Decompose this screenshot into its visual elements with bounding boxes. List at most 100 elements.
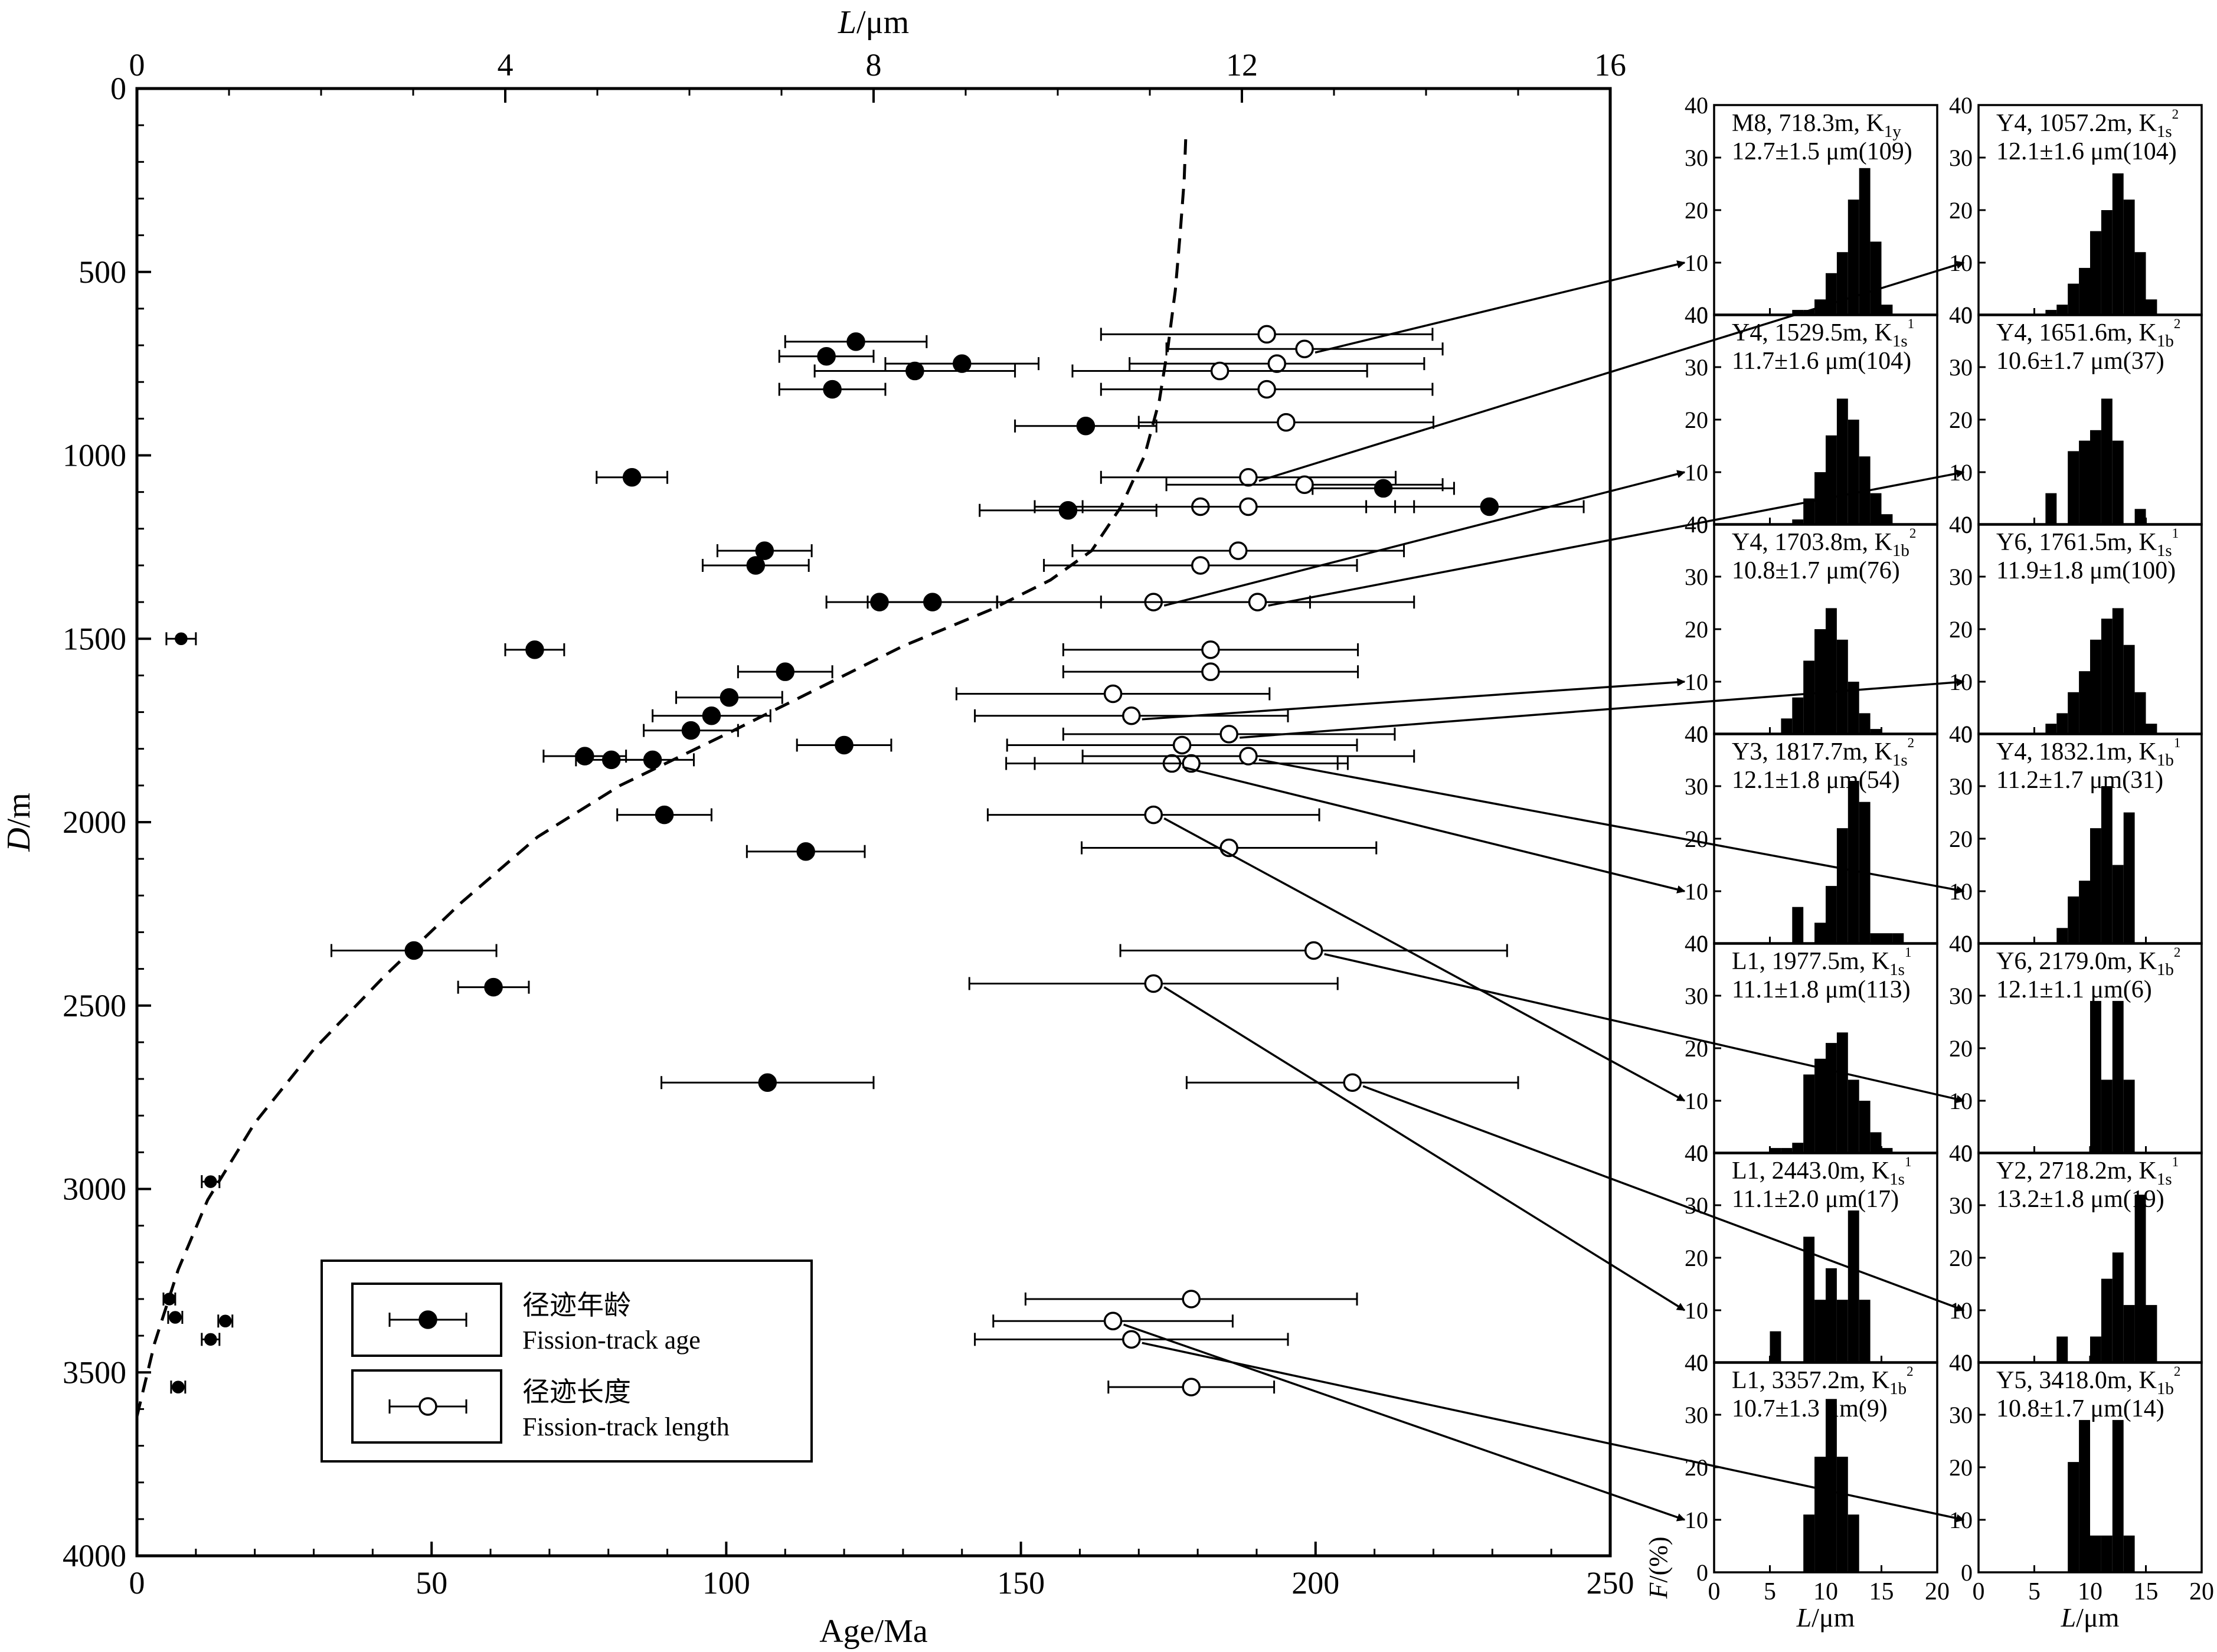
histogram-bar bbox=[1870, 729, 1882, 734]
histogram-y-tick-label: 0 bbox=[1961, 512, 1973, 538]
histogram-y-tick-label: 30 bbox=[1685, 145, 1708, 171]
histogram-x-tick-label: 5 bbox=[1764, 1578, 1776, 1605]
histogram-bar bbox=[1792, 907, 1804, 944]
length-point bbox=[1295, 475, 1314, 494]
histogram-bar bbox=[1803, 1514, 1815, 1572]
age-point bbox=[172, 1381, 185, 1393]
histogram-bar bbox=[1803, 1236, 1815, 1363]
histogram-bar bbox=[1870, 933, 1882, 944]
histogram-title-line1: Y4, 1057.2m, K1s2 bbox=[1996, 107, 2179, 141]
x-tick-label: 50 bbox=[416, 1565, 447, 1601]
histogram-title-line1: L1, 3357.2m, K1b2 bbox=[1732, 1364, 1914, 1398]
histogram-title-text: Y4, 1703.8m, K bbox=[1732, 529, 1892, 556]
histogram-formation-sub: 1s bbox=[1889, 960, 1905, 979]
histogram-x-axis-label-var: L bbox=[2061, 1602, 2077, 1633]
histogram-bar bbox=[1848, 1079, 1859, 1153]
histogram-bar bbox=[1881, 514, 1893, 525]
histogram-y-tick-label: 30 bbox=[1949, 1402, 1973, 1428]
histogram-formation-sup: 1 bbox=[1905, 945, 1912, 960]
histogram-y-tick-label: 30 bbox=[1685, 354, 1708, 381]
histogram-bar bbox=[2123, 812, 2135, 944]
histogram-bar bbox=[2112, 440, 2124, 525]
histogram-title-text: M8, 718.3m, K bbox=[1732, 110, 1884, 137]
x-tick-label: 250 bbox=[1587, 1565, 1634, 1601]
histogram-bar bbox=[1859, 1101, 1871, 1153]
y-tick-label: 3000 bbox=[63, 1172, 126, 1207]
x-tick-label: 100 bbox=[702, 1565, 750, 1601]
histogram-formation-sub: 1b bbox=[2157, 960, 2174, 979]
legend-label-cn: 径迹年龄 bbox=[522, 1290, 631, 1320]
histogram-bar bbox=[1848, 781, 1859, 944]
histogram-y-tick-label: 0 bbox=[1961, 1140, 1973, 1167]
y-tick-label: 4000 bbox=[63, 1538, 126, 1574]
connector-arrow bbox=[1240, 678, 1965, 739]
histogram-bar bbox=[2112, 865, 2124, 944]
histogram-bar bbox=[2056, 713, 2068, 734]
histogram-y-tick-label: 20 bbox=[1685, 1245, 1708, 1271]
length-point bbox=[1172, 735, 1192, 755]
histogram-bar bbox=[2146, 299, 2157, 315]
histogram-bar bbox=[2123, 645, 2135, 734]
histogram-bar bbox=[1792, 519, 1804, 525]
histogram-bar bbox=[1803, 1074, 1815, 1153]
histogram-bar bbox=[2112, 1419, 2124, 1572]
histogram-title-line1: Y6, 2179.0m, K1b2 bbox=[1996, 945, 2180, 979]
age-point bbox=[525, 640, 544, 659]
histogram-formation-sup: 2 bbox=[1908, 735, 1915, 750]
histogram-y-tick-label: 20 bbox=[1949, 826, 1973, 852]
age-point bbox=[846, 332, 865, 351]
histogram-bar bbox=[2090, 231, 2101, 315]
histogram-bar bbox=[2123, 1079, 2135, 1153]
age-point bbox=[1480, 497, 1499, 516]
histogram-y-tick-label: 30 bbox=[1949, 1192, 1973, 1219]
age-point bbox=[204, 1175, 217, 1188]
length-point bbox=[1103, 1311, 1123, 1330]
histogram-formation-sup: 2 bbox=[2172, 107, 2179, 122]
histogram-title-line1: Y5, 3418.0m, K1b2 bbox=[1996, 1364, 2180, 1398]
histogram-bar bbox=[2101, 619, 2113, 734]
age-point bbox=[953, 354, 972, 373]
histogram-bar bbox=[2045, 493, 2057, 525]
histogram-bar bbox=[1848, 1210, 1859, 1363]
length-point bbox=[1257, 380, 1276, 399]
histogram-y-tick-label: 40 bbox=[1949, 1349, 1973, 1376]
histogram-bar bbox=[1881, 933, 1893, 944]
x-tick-label: 0 bbox=[129, 1565, 145, 1601]
y-axis-label: D/m bbox=[1, 793, 37, 852]
x-axis-label: Age/Ma bbox=[819, 1613, 928, 1650]
histogram-y-tick-label: 0 bbox=[1696, 1140, 1708, 1167]
histogram-y-axis-label: F/(%) bbox=[1644, 1536, 1673, 1599]
histogram-bar bbox=[1814, 629, 1826, 734]
histogram-title-line2: 11.7±1.6 μm(104) bbox=[1732, 348, 1911, 375]
length-point bbox=[1267, 354, 1287, 373]
histogram-bar bbox=[2101, 398, 2113, 525]
histogram-bar bbox=[1881, 305, 1893, 315]
histogram-bar bbox=[2068, 896, 2079, 944]
histogram-x-tick-label: 0 bbox=[1973, 1578, 1985, 1605]
histogram-bar bbox=[1826, 1268, 1837, 1363]
histogram-bar bbox=[1803, 310, 1815, 315]
histogram-bar bbox=[2079, 267, 2090, 315]
histogram-bar bbox=[2045, 310, 2057, 315]
connector-arrow bbox=[1163, 817, 1686, 1102]
y-tick-label: 2000 bbox=[63, 804, 126, 840]
histogram-y-tick-label: 0 bbox=[1696, 302, 1708, 329]
age-point bbox=[404, 941, 423, 960]
histogram-title-text: L1, 1977.5m, K bbox=[1732, 948, 1889, 975]
histogram-bar bbox=[1781, 1148, 1793, 1153]
length-point bbox=[1277, 413, 1296, 432]
histogram-bar bbox=[1859, 168, 1871, 315]
x-tick-label: 200 bbox=[1291, 1565, 1339, 1601]
histogram-y-tick-label: 20 bbox=[1685, 1454, 1708, 1481]
histogram-y-tick-label: 40 bbox=[1685, 302, 1708, 328]
histogram-formation-sup: 2 bbox=[2174, 945, 2181, 960]
histogram-bar bbox=[1892, 933, 1904, 944]
top-tick-label: 4 bbox=[498, 47, 514, 83]
histogram-formation-sup: 1 bbox=[2174, 735, 2181, 750]
histogram-bar bbox=[1826, 886, 1837, 944]
length-point bbox=[1239, 497, 1258, 516]
histogram-y-tick-label: 0 bbox=[1696, 1350, 1708, 1376]
histogram-y-tick-label: 0 bbox=[1961, 931, 1973, 957]
